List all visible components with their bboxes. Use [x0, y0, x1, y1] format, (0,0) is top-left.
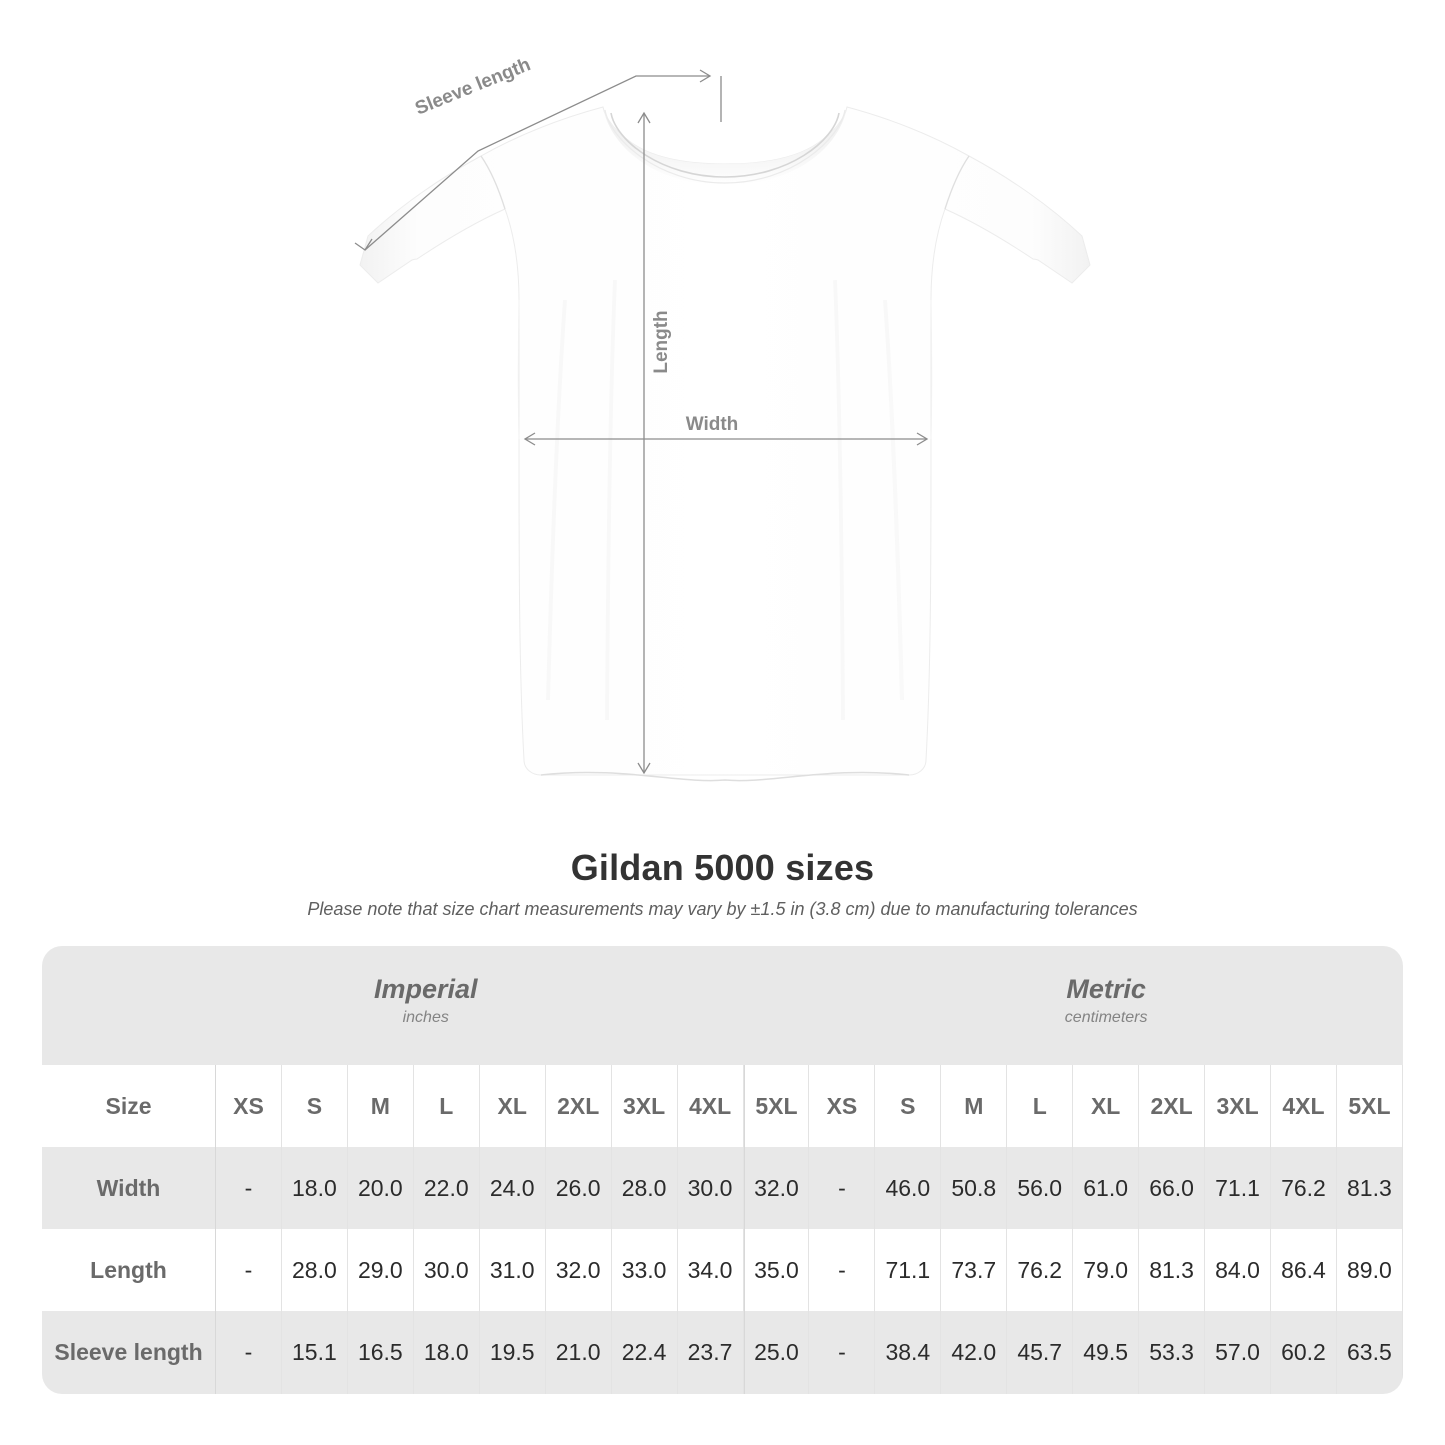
svg-text:Sleeve length: Sleeve length — [412, 54, 533, 119]
svg-text:Length: Length — [651, 310, 672, 373]
svg-text:Width: Width — [686, 414, 739, 435]
